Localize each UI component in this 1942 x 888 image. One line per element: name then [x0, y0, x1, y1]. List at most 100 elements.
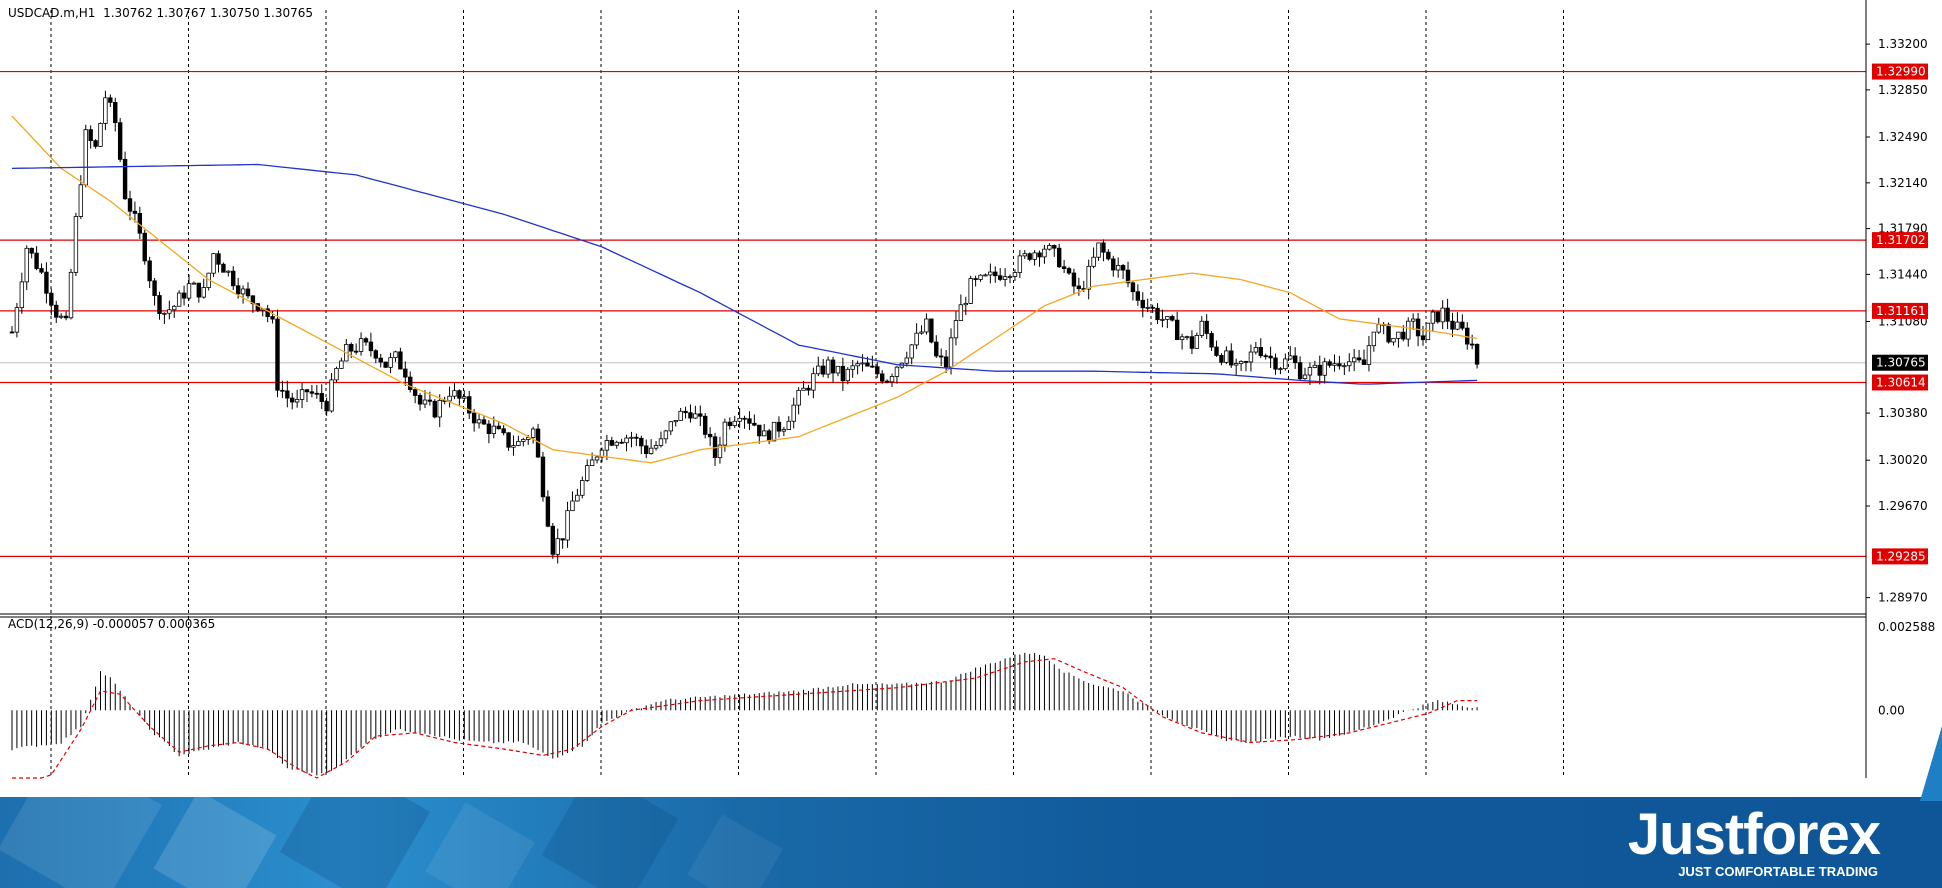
candle [167, 300, 172, 320]
candle [1061, 260, 1067, 274]
candle [211, 252, 216, 277]
candle [614, 440, 619, 449]
candle [1322, 357, 1327, 384]
candle [1238, 360, 1244, 371]
svg-text:1.30614: 1.30614 [1876, 375, 1926, 389]
candle [437, 394, 442, 428]
candle [383, 361, 388, 368]
candle [580, 476, 585, 499]
candle [825, 356, 831, 379]
candle [157, 291, 162, 320]
candle [653, 441, 659, 451]
candle [1317, 355, 1322, 385]
brand-tagline: JUST COMFORTABLE TRADING [1678, 864, 1878, 879]
candle [953, 311, 959, 346]
candle [560, 538, 565, 549]
candle [1273, 353, 1278, 375]
level-price-tag: 1.32990 [1872, 63, 1928, 80]
candle [835, 365, 841, 377]
brand-name: Justforex [1627, 802, 1881, 867]
candle [1174, 311, 1180, 340]
candle [516, 435, 521, 447]
candle [909, 344, 914, 365]
candle [619, 438, 624, 444]
candle [68, 268, 74, 320]
candle [378, 353, 383, 368]
candle [93, 139, 98, 149]
candle [34, 246, 39, 271]
candle [9, 326, 15, 334]
candle [698, 405, 703, 426]
candle [481, 415, 487, 425]
moving-averages [11, 115, 1478, 464]
candle [894, 366, 900, 384]
candle [948, 328, 954, 375]
candle [1312, 360, 1318, 369]
candle [122, 151, 128, 201]
candle [486, 420, 492, 444]
candle [1096, 242, 1101, 261]
candle [1076, 277, 1082, 296]
candle [103, 90, 108, 131]
candle [565, 501, 570, 548]
candle [830, 356, 836, 383]
candle [988, 263, 993, 284]
candle [1224, 346, 1229, 365]
candle [530, 426, 536, 444]
candle [467, 390, 472, 420]
candle [1229, 343, 1234, 368]
candle [771, 421, 777, 442]
candle [934, 335, 939, 359]
candle [703, 413, 708, 439]
candle [1125, 261, 1131, 288]
candle [1219, 353, 1224, 366]
candle [1209, 330, 1214, 351]
candle [880, 370, 885, 384]
candle [314, 385, 320, 399]
candle [54, 300, 59, 323]
candle [176, 290, 182, 307]
candle [201, 278, 206, 299]
candle [275, 309, 280, 398]
candle [1037, 250, 1042, 267]
candle [1337, 355, 1342, 370]
candle [1455, 312, 1460, 331]
price-tick-label: 1.31790 [1878, 222, 1928, 236]
candle [506, 432, 511, 451]
candle [1288, 346, 1293, 360]
candle [83, 124, 88, 188]
candle [1002, 268, 1008, 287]
candle [860, 354, 865, 372]
candle [806, 384, 811, 396]
svg-text:1.29285: 1.29285 [1876, 549, 1926, 563]
candle [840, 357, 846, 391]
candle [693, 405, 698, 419]
candle [221, 262, 226, 273]
candle [997, 268, 1003, 282]
candle [285, 380, 290, 408]
macd-info: ACD(12,26,9) -0.000057 0.000365 [8, 617, 216, 631]
candle [1170, 314, 1175, 322]
candle [299, 383, 305, 409]
candle [1243, 360, 1249, 372]
candle [870, 355, 875, 368]
candle [63, 311, 69, 321]
candle [575, 488, 580, 502]
candle [162, 312, 167, 324]
candle [457, 389, 462, 406]
candle [1233, 358, 1239, 376]
corner-accent [1920, 726, 1942, 801]
candle [49, 288, 54, 316]
candle [1248, 344, 1254, 372]
candle [1332, 354, 1337, 372]
candle [1179, 333, 1185, 350]
candle [398, 347, 403, 370]
candle [422, 390, 428, 409]
candle [196, 282, 202, 303]
candle [501, 425, 506, 436]
candle [1150, 304, 1155, 313]
footer-banner [0, 797, 1942, 888]
candle [417, 393, 423, 411]
candle [1410, 313, 1416, 331]
candle [1474, 343, 1480, 369]
